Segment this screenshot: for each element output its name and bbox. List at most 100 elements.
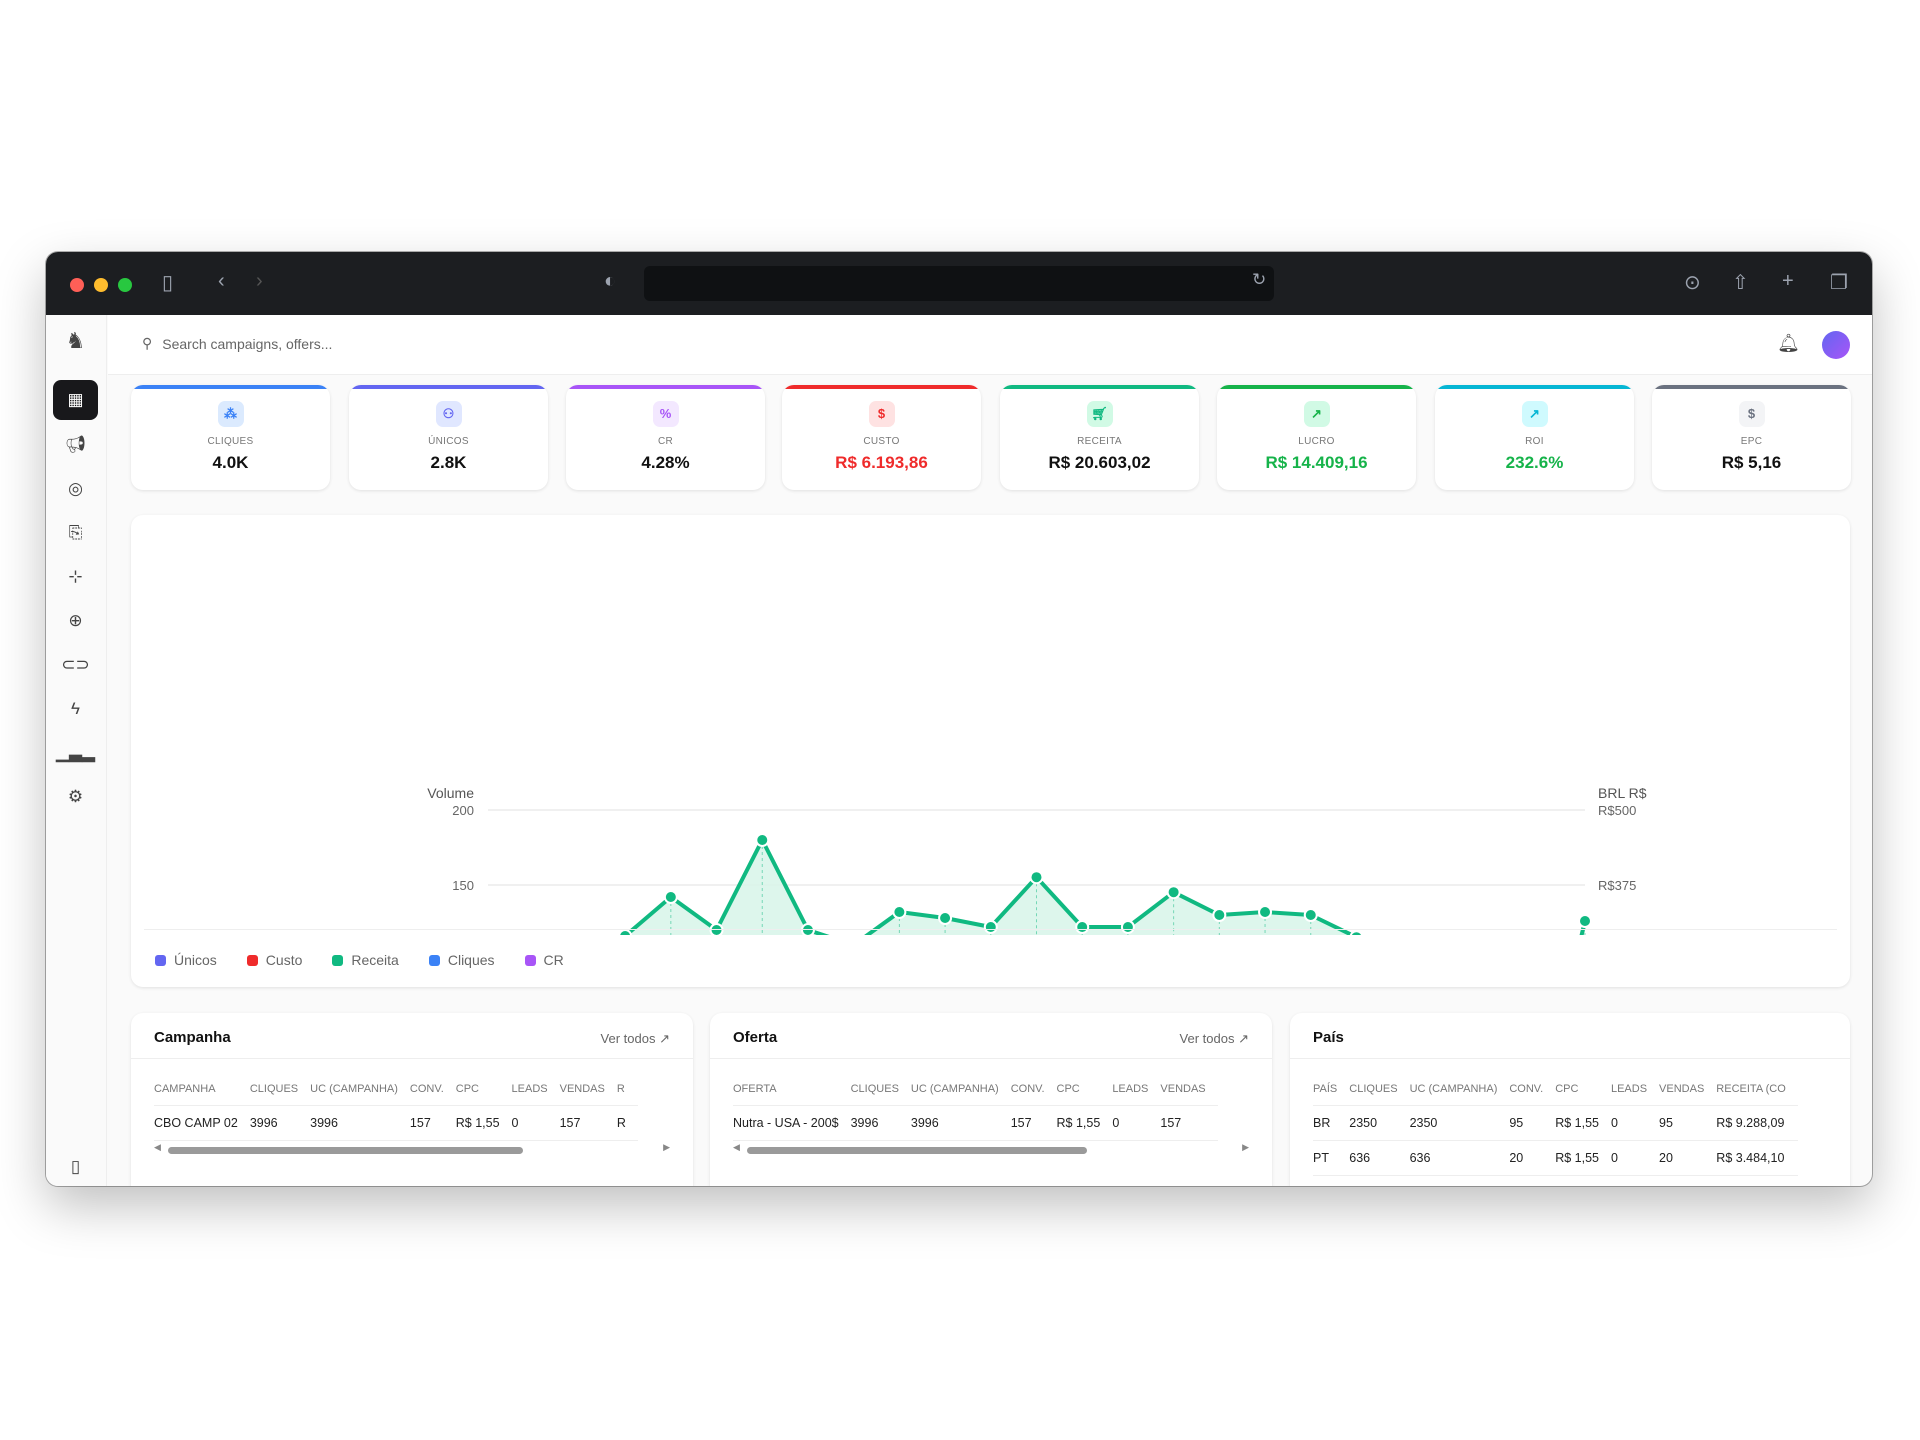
point-receita [618, 929, 633, 943]
sidebar-item-campaigns[interactable]: 📢︎ [53, 425, 98, 465]
kpi-card-custo[interactable]: $ CUSTO R$ 6.193,86 [782, 385, 981, 490]
link-icon: ⊂⊃ [61, 655, 90, 674]
column-header[interactable]: OFERTA [733, 1073, 851, 1106]
point-receita [1075, 920, 1090, 934]
column-header[interactable]: UC (CAMPANHA) [310, 1073, 410, 1106]
table-row[interactable]: PT 636 636 20 R$ 1,55 0 20 R$ 3.484,10 [1313, 1140, 1798, 1176]
column-header[interactable]: CLIQUES [249, 1073, 311, 1106]
column-header[interactable]: CLIQUES [850, 1073, 911, 1106]
kpi-card-cliques[interactable]: ⁂ CLIQUES 4.0K [131, 385, 330, 490]
kpi-card-únicos[interactable]: ⚇ ÚNICOS 2.8K [349, 385, 548, 490]
sidebar-item-links[interactable]: ⊂⊃ [53, 645, 98, 685]
column-header[interactable]: LEADS [511, 1073, 560, 1106]
sidebar-item-automations[interactable]: ϟ [53, 689, 98, 729]
sidebar-item-flows[interactable]: ⊹ [53, 557, 98, 597]
column-header[interactable]: CONV. [409, 1073, 456, 1106]
minimize-window-button[interactable] [94, 278, 108, 292]
table-cell: 636 [1349, 1140, 1410, 1176]
column-header[interactable]: PAÍS [1313, 1073, 1350, 1106]
forward-icon[interactable]: › [256, 270, 263, 292]
table-row[interactable]: Nutra - USA - 200$ 3996 3996 157 R$ 1,55 0 157 [733, 1105, 1218, 1141]
column-header[interactable]: CLIQUES [1349, 1073, 1410, 1106]
legend-item-receita[interactable]: Receita [332, 952, 399, 968]
column-header[interactable]: R [616, 1073, 638, 1106]
kpi-card-roi[interactable]: ↗ ROI 232.6% [1435, 385, 1634, 490]
legend-swatch [246, 955, 258, 966]
external-link-icon: ↗ [659, 1031, 670, 1046]
view-all-link[interactable]: Ver todos ↗ [1179, 1031, 1249, 1046]
column-header[interactable]: UC (CAMPANHA) [910, 1073, 1011, 1106]
new-tab-icon[interactable]: + [1782, 270, 1794, 292]
kpi-value: 4.0K [212, 453, 249, 472]
legend-item-custo[interactable]: Custo [246, 952, 303, 968]
kpi-card-epc[interactable]: $ EPC R$ 5,16 [1652, 385, 1851, 490]
table-cell: 2350 [1409, 1105, 1510, 1141]
collapse-sidebar-button[interactable]: ▯ [53, 1147, 98, 1186]
view-all-link[interactable]: Ver todos ↗ [600, 1031, 670, 1046]
browser-window: ▯ ‹ › ◐ ↻ ⊙ ⇧ + ❐ ♞ ▦ 📢︎ ◎ ⎘ ⊹ ⊕ ⊂⊃ ϟ ▁▃… [46, 252, 1872, 1186]
share-icon[interactable]: ⇧ [1732, 272, 1749, 294]
table-cell: 157 [559, 1105, 617, 1141]
legend-item-cr[interactable]: CR [524, 952, 564, 968]
column-header[interactable]: CPC [455, 1073, 512, 1106]
sidebar-item-countries[interactable]: ⊕ [53, 601, 98, 641]
column-header[interactable]: CONV. [1010, 1073, 1057, 1106]
sidebar-item-targets[interactable]: ◎ [53, 469, 98, 509]
table-cell: 3996 [249, 1105, 311, 1141]
column-header[interactable]: RECEITA (CO [1716, 1073, 1798, 1106]
sidebar-toggle-icon[interactable]: ▯ [162, 272, 174, 294]
browser-titlebar: ▯ ‹ › ◐ ↻ ⊙ ⇧ + ❐ [46, 252, 1872, 315]
table-cell: R$ 9.288,09 [1716, 1105, 1798, 1141]
symbol-icon: $ [1738, 401, 1765, 427]
search-input[interactable]: ⚲ Search campaigns, offers... [142, 335, 332, 352]
logo-dog-icon[interactable]: ♞ [65, 328, 86, 353]
table-card-0: Campanha Ver todos ↗ CAMPANHA CLIQUES UC (CA… [131, 1013, 693, 1186]
column-header[interactable]: UC (CAMPANHA) [1409, 1073, 1510, 1106]
shield-icon[interactable]: ◐ [604, 270, 617, 292]
sidebar-item-reports[interactable]: ▁▃▂ [53, 733, 98, 773]
bell-icon[interactable]: 🔔︎ [1777, 333, 1800, 353]
column-header[interactable]: LEADS [1112, 1073, 1161, 1106]
reload-icon[interactable]: ↻ [1252, 270, 1267, 289]
back-icon[interactable]: ‹ [218, 270, 225, 292]
table-row[interactable]: BR 2350 2350 95 R$ 1,55 0 95 R$ 9.288,09 [1313, 1105, 1798, 1141]
legend-item-cliques[interactable]: Cliques [428, 952, 495, 968]
sidebar-item-dashboard[interactable]: ▦ [53, 380, 98, 420]
column-header[interactable]: LEADS [1610, 1073, 1660, 1106]
kpi-value: R$ 6.193,86 [835, 453, 928, 472]
kpi-card-lucro[interactable]: ↗ LUCRO R$ 14.409,16 [1217, 385, 1416, 490]
column-header[interactable]: CONV. [1509, 1073, 1556, 1106]
table-cell: 20 [1509, 1140, 1556, 1176]
kpi-value: 2.8K [430, 453, 467, 472]
maximize-window-button[interactable] [118, 278, 132, 292]
table-cell: 0 [511, 1105, 560, 1141]
avatar[interactable] [1822, 331, 1850, 359]
download-icon[interactable]: ⊙ [1684, 272, 1701, 294]
horizontal-scrollbar[interactable]: ◀ ▶ [733, 1142, 1249, 1154]
column-header[interactable]: CAMPANHA [154, 1073, 250, 1106]
kpi-card-receita[interactable]: 🛒︎ RECEITA R$ 20.603,02 [1000, 385, 1199, 490]
scrollbar-thumb[interactable] [168, 1147, 523, 1154]
tabs-overview-icon[interactable]: ❐ [1830, 272, 1848, 294]
close-window-button[interactable] [70, 278, 84, 292]
legend-item-únicos[interactable]: Únicos [155, 952, 217, 968]
address-bar[interactable] [644, 266, 1274, 301]
sidebar-item-settings[interactable]: ⚙ [53, 777, 98, 817]
column-header[interactable]: VENDAS [1160, 1073, 1218, 1106]
kpi-value: 232.6% [1505, 453, 1564, 472]
table-card-2: País PAÍS CLIQUES UC (CAMPANHA) CONV. CPC LEAD… [1290, 1013, 1850, 1186]
code-file-icon: ⎘ [68, 523, 83, 542]
legend-label: Custo [265, 952, 303, 968]
external-link-icon: ↗ [1238, 1031, 1249, 1046]
column-header[interactable]: VENDAS [1659, 1073, 1717, 1106]
table-row[interactable]: CBO CAMP 02 3996 3996 157 R$ 1,55 0 157 R [154, 1105, 638, 1141]
column-header[interactable]: CPC [1056, 1073, 1113, 1106]
column-header[interactable]: CPC [1555, 1073, 1611, 1106]
scrollbar-thumb[interactable] [747, 1147, 1087, 1154]
horizontal-scrollbar[interactable]: ◀ ▶ [154, 1142, 670, 1154]
globe-icon: ⊕ [68, 611, 83, 630]
search-placeholder: Search campaigns, offers... [162, 335, 333, 352]
column-header[interactable]: VENDAS [559, 1073, 617, 1106]
kpi-card-cr[interactable]: % CR 4.28% [566, 385, 765, 490]
sidebar-item-landers[interactable]: ⎘ [53, 513, 98, 553]
